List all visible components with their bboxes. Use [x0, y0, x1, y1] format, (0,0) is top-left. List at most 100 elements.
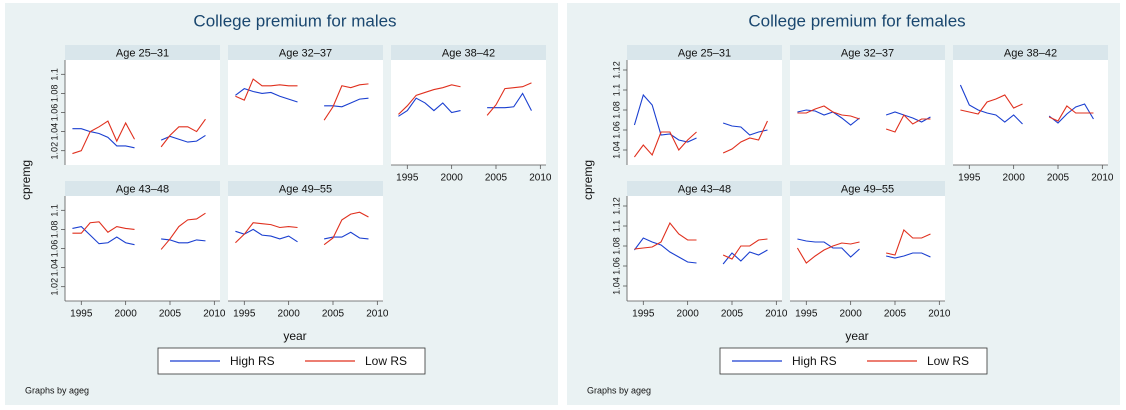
- legend-label: Low RS: [927, 354, 969, 368]
- series-line: [960, 94, 1094, 122]
- panel-header: [790, 45, 945, 60]
- y-tick-label: 1.02: [49, 278, 59, 296]
- panel-title: Age 43–48: [678, 183, 731, 195]
- x-tick-label: 1995: [958, 173, 981, 184]
- y-axis-label: cpremg: [581, 160, 595, 200]
- x-tick-label: 2000: [1003, 173, 1026, 184]
- x-tick-label: 2000: [441, 173, 464, 184]
- plot-area: [627, 196, 782, 301]
- y-tick-label: 1.08: [49, 221, 59, 239]
- series-line: [797, 109, 931, 126]
- panel-title: Age 49–55: [279, 183, 332, 195]
- x-tick-label: 2005: [322, 309, 345, 320]
- y-tick-label: 1.1: [611, 220, 621, 233]
- x-tick-label: 2005: [721, 309, 744, 320]
- plot-area: [228, 196, 383, 301]
- series-line: [398, 82, 532, 116]
- chart-title: College premium for females: [748, 11, 965, 30]
- y-tick-label: 1.04: [611, 141, 621, 159]
- x-axis-label: year: [845, 329, 868, 343]
- panel-header: [65, 45, 220, 60]
- y-tick-label: 1.06: [611, 257, 621, 275]
- series-line: [633, 237, 768, 265]
- series-line: [235, 211, 369, 246]
- x-tick-label: 2000: [278, 309, 301, 320]
- x-tick-label: 2000: [840, 309, 863, 320]
- y-axis-label: cpremg: [19, 160, 33, 200]
- panel-header: [65, 181, 220, 196]
- panel-header: [228, 181, 383, 196]
- y-tick-label: 1.04: [611, 277, 621, 295]
- y-tick-label: 1.06: [611, 121, 621, 139]
- series-line: [797, 238, 931, 259]
- y-tick-label: 1.04: [49, 123, 59, 141]
- x-tick-label: 2010: [529, 173, 552, 184]
- plot-area: [228, 60, 383, 165]
- series-line: [796, 229, 931, 264]
- legend-label: High RS: [792, 354, 837, 368]
- panel-title: Age 49–55: [841, 183, 894, 195]
- x-tick-label: 1995: [396, 173, 419, 184]
- plot-area: [391, 60, 546, 165]
- series-line: [72, 212, 206, 250]
- legend-label: Low RS: [365, 354, 407, 368]
- panel-title: Age 25–31: [116, 47, 169, 59]
- panel-header: [627, 181, 782, 196]
- panel-title: Age 25–31: [678, 47, 731, 59]
- y-tick-label: 1.08: [611, 101, 621, 119]
- series-line: [72, 118, 206, 155]
- panel-title: Age 38–42: [442, 47, 495, 59]
- plot-area: [790, 60, 945, 165]
- panel-header: [953, 45, 1108, 60]
- panel-header: [228, 45, 383, 60]
- x-tick-label: 2005: [1047, 173, 1070, 184]
- x-tick-label: 2010: [1091, 173, 1114, 184]
- plot-area: [65, 196, 220, 301]
- y-tick-label: 1.08: [49, 85, 59, 103]
- y-tick-label: 1.12: [611, 197, 621, 215]
- panel-title: Age 32–37: [841, 47, 894, 59]
- panel-header: [627, 45, 782, 60]
- x-tick-label: 2000: [677, 309, 700, 320]
- x-tick-label: 1995: [795, 309, 818, 320]
- series-line: [633, 120, 768, 158]
- x-tick-label: 2010: [203, 309, 226, 320]
- series-line: [797, 105, 931, 133]
- x-tick-label: 2005: [485, 173, 508, 184]
- x-tick-label: 2000: [115, 309, 138, 320]
- y-tick-label: 1.1: [611, 84, 621, 97]
- x-tick-label: 2010: [928, 309, 951, 320]
- x-tick-label: 2010: [765, 309, 788, 320]
- y-tick-label: 1.1: [49, 68, 59, 81]
- series-line: [398, 92, 532, 117]
- series-line: [634, 221, 768, 260]
- series-line: [235, 78, 369, 121]
- y-tick-label: 1.06: [49, 104, 59, 122]
- x-tick-label: 2005: [884, 309, 907, 320]
- y-tick-label: 1.06: [49, 240, 59, 258]
- plot-area: [627, 60, 782, 165]
- x-tick-label: 2010: [366, 309, 389, 320]
- series-line: [235, 88, 369, 108]
- legend-label: High RS: [230, 354, 275, 368]
- panel-title: Age 32–37: [279, 47, 332, 59]
- series-line: [959, 84, 1094, 125]
- x-axis-label: year: [283, 329, 306, 343]
- y-tick-label: 1.12: [611, 61, 621, 79]
- plot-area: [790, 196, 945, 301]
- y-tick-label: 1.08: [611, 237, 621, 255]
- plot-area: [65, 60, 220, 165]
- panel-title: Age 38–42: [1004, 47, 1057, 59]
- x-tick-label: 1995: [70, 309, 93, 320]
- y-tick-label: 1.02: [49, 142, 59, 160]
- note: Graphs by ageg: [25, 385, 89, 395]
- x-tick-label: 2005: [159, 309, 182, 320]
- x-tick-label: 1995: [632, 309, 655, 320]
- series-line: [235, 228, 369, 243]
- chart-title: College premium for males: [193, 11, 396, 30]
- y-tick-label: 1.1: [49, 204, 59, 217]
- x-tick-label: 1995: [233, 309, 256, 320]
- panel-title: Age 43–48: [116, 183, 169, 195]
